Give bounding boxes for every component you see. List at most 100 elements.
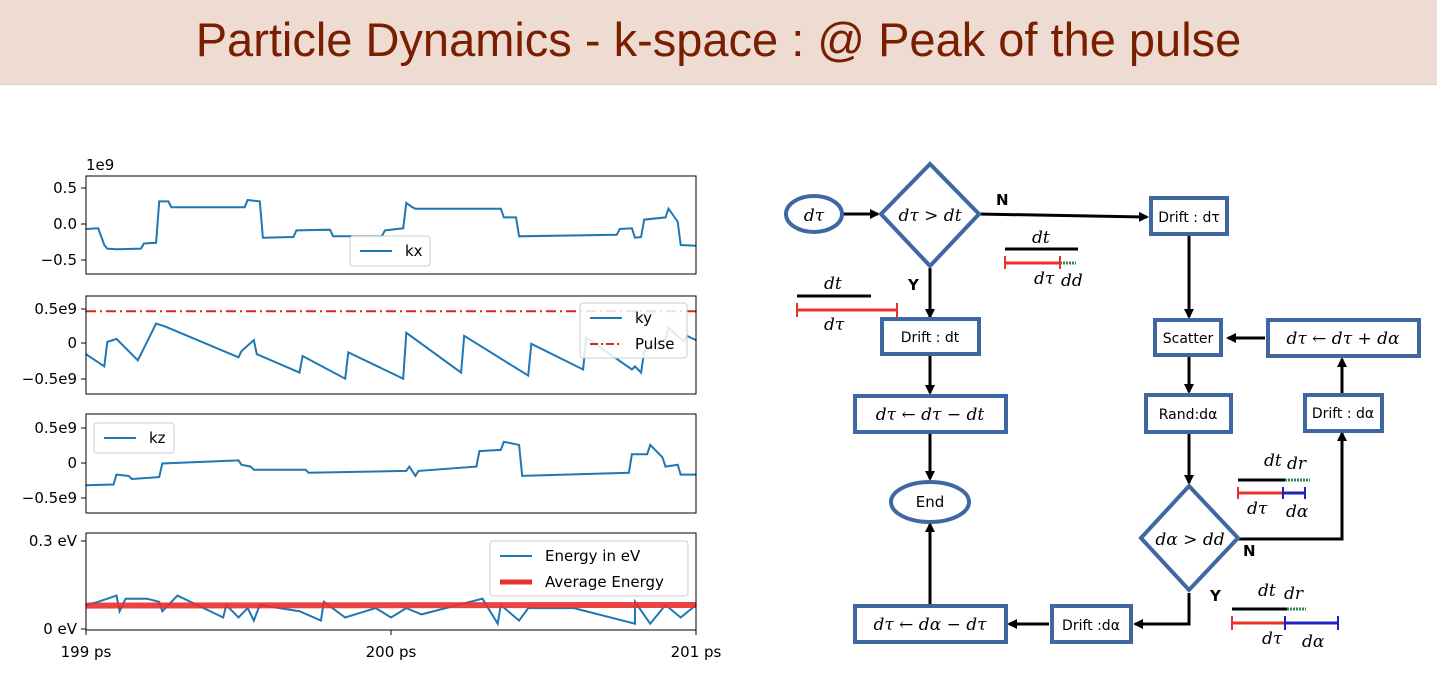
data-point [344, 377, 347, 380]
flow-nodes [784, 161, 1421, 644]
data-point [253, 339, 255, 341]
data-point [97, 227, 99, 230]
node-cond1 [878, 161, 982, 269]
data-point [664, 465, 667, 468]
data-point [307, 472, 310, 474]
chart-panel-ky: 0.5e9 0 −0.5e9 ky Pulse [22, 295, 697, 395]
data-point [237, 356, 240, 359]
data-point [295, 229, 298, 232]
data-point [496, 622, 499, 625]
legend-label: Pulse [635, 335, 675, 353]
node-drift-dalpha-right [1303, 393, 1384, 433]
node-update3 [853, 604, 1008, 644]
data-point [631, 227, 633, 230]
bar2-label-dt: dt [824, 274, 842, 294]
data-point [631, 453, 633, 456]
arrow-cond2-yes [1133, 593, 1191, 629]
bar-label-dd: dd [1061, 271, 1083, 291]
bar4-label-dtau: dτ [1262, 629, 1283, 649]
y-tick-label: 0 [67, 454, 77, 472]
data-point [649, 622, 651, 625]
data-point [237, 459, 240, 462]
data-point [262, 236, 264, 239]
data-point [298, 610, 301, 612]
data-point [140, 247, 142, 250]
arrow-cond1-no [977, 211, 1149, 222]
bar-label-dtau: dτ [1034, 269, 1055, 289]
data-point [582, 368, 584, 371]
y-tick-label: 0.5e9 [34, 300, 77, 318]
data-point [527, 374, 529, 377]
data-point [127, 475, 130, 477]
data-point [518, 619, 520, 622]
data-point [405, 332, 408, 334]
bar4-label-dr: dr [1284, 584, 1304, 604]
data-point [640, 371, 642, 374]
data-point [347, 351, 350, 354]
arrow-cond2-no [1238, 431, 1347, 541]
legend: Energy in eV Average Energy [489, 540, 689, 597]
data-point [634, 236, 636, 239]
label-scatter: Scatter [1163, 331, 1214, 347]
bar3-label-dt: dt [1264, 451, 1282, 471]
axes-frame [85, 175, 697, 275]
node-drift-dt [880, 317, 981, 356]
data-point [615, 234, 618, 236]
y-tick-label: −0.5 [41, 251, 77, 269]
bar-label-dt: dt [1032, 228, 1050, 248]
chart-panel-kx: 0.5 0.0 −0.5 1e9 kx [41, 156, 697, 275]
edge-label-y1: Y [907, 276, 920, 294]
label-cond2: dα > dd [1155, 530, 1224, 550]
data-point [503, 216, 505, 219]
data-point [237, 616, 240, 619]
axes-frame [85, 295, 697, 395]
label-drift-dt: Drift : dt [901, 330, 960, 346]
data-point [643, 218, 645, 221]
data-point [420, 613, 423, 616]
data-point [240, 350, 243, 352]
node-scatter [1153, 318, 1223, 357]
data-point [118, 610, 121, 612]
y-tick-label: −0.5e9 [22, 489, 77, 507]
data-point [161, 462, 164, 465]
x-tick-label: 201 ps [671, 643, 722, 661]
data-point [463, 335, 466, 337]
data-point [500, 449, 502, 451]
data-point [402, 227, 405, 230]
node-drift-dalpha-bottom [1050, 604, 1133, 644]
bar3-label-dr: dr [1287, 454, 1307, 474]
data-point [155, 242, 157, 244]
data-point [97, 601, 99, 603]
data-point [131, 478, 133, 480]
legend-label: Average Energy [545, 573, 664, 591]
data-point [664, 216, 667, 219]
data-point [323, 601, 325, 603]
data-point [634, 622, 636, 625]
series-line-energy-in-ev [85, 594, 697, 627]
data-point [667, 207, 670, 210]
flow-edge-labels: N Y N Y [907, 191, 1256, 605]
y-tick-label: 0 [67, 334, 77, 352]
data-point [222, 616, 224, 619]
title-bar: Particle Dynamics - k-space : @ Peak of … [0, 0, 1437, 85]
data-point [106, 247, 109, 250]
bar4-label-dalpha: dα [1302, 632, 1325, 652]
data-point [518, 235, 520, 238]
data-point [411, 206, 414, 208]
flowchart: dτ dτ > dt Drift : dτ Drift : dt dτ ← dτ… [784, 161, 1421, 652]
data-point [240, 463, 243, 466]
data-point [320, 619, 322, 622]
y-tick-label: 0.5 [53, 179, 77, 197]
data-point [115, 338, 118, 340]
node-update1 [853, 394, 1008, 434]
data-point [161, 610, 164, 612]
timebar-1: dt dτ dd [1004, 228, 1083, 291]
data-point [414, 475, 417, 477]
data-point [417, 470, 420, 472]
data-point [619, 228, 621, 230]
data-point [515, 216, 517, 219]
data-point [414, 207, 417, 210]
data-point [402, 377, 405, 380]
bar3-label-dalpha: dα [1286, 502, 1309, 522]
series-line-kx [85, 198, 697, 251]
